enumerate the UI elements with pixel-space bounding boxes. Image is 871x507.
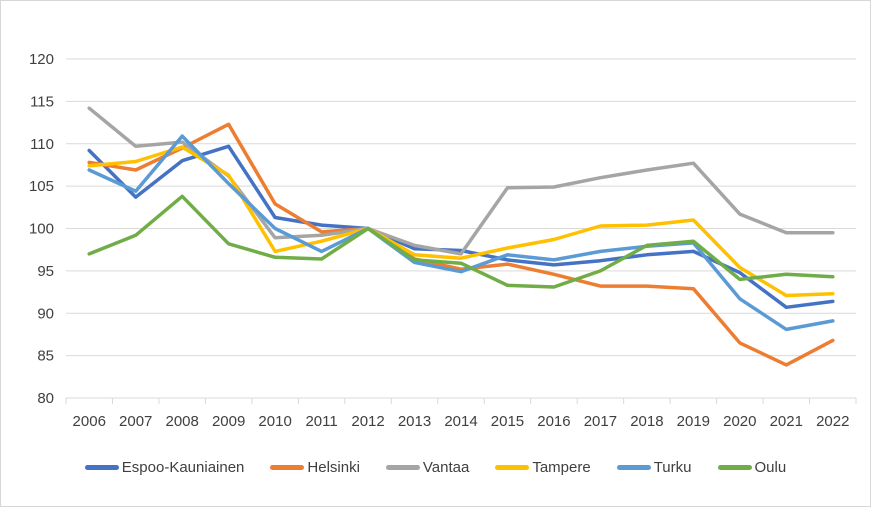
x-axis-label: 2006 [73, 413, 106, 430]
legend-label: Espoo-Kauniainen [121, 459, 245, 476]
series-line-turku [87, 134, 835, 332]
x-axis-label: 2008 [165, 413, 198, 430]
series-line-vantaa [87, 106, 835, 256]
x-axis-label: 2009 [212, 413, 245, 430]
legend-swatch [270, 465, 305, 470]
series-line-oulu [87, 194, 835, 289]
legend-item-helsinki: Helsinki [270, 459, 360, 476]
x-axis-label: 2014 [444, 413, 477, 430]
legend-label: Oulu [754, 459, 787, 476]
y-axis-label: 90 [37, 305, 54, 322]
x-axis-label: 2017 [584, 413, 617, 430]
legend-swatch [616, 465, 651, 470]
legend-swatch [385, 465, 420, 470]
x-axis-label: 2019 [677, 413, 710, 430]
x-axis-label: 2021 [770, 413, 803, 430]
series-line-espoo-kauniainen [87, 144, 835, 310]
y-axis-label: 80 [37, 390, 54, 407]
y-axis-label: 85 [37, 348, 54, 365]
legend-label: Helsinki [307, 459, 360, 476]
legend-item-turku: Turku [616, 459, 692, 476]
x-axis-label: 2012 [351, 413, 384, 430]
chart-legend: Espoo-Kauniainen Helsinki Vantaa Tampere Tur… [1, 459, 870, 476]
x-axis-label: 2007 [119, 413, 152, 430]
y-axis-label: 105 [29, 178, 54, 195]
legend-swatch [84, 465, 119, 470]
x-axis-label: 2015 [491, 413, 524, 430]
x-axis-label: 2011 [305, 413, 337, 430]
x-axis-label: 2016 [537, 413, 570, 430]
legend-label: Vantaa [422, 459, 470, 476]
legend-item-vantaa: Vantaa [385, 459, 470, 476]
y-axis-label: 115 [30, 93, 54, 110]
y-axis-label: 120 [29, 51, 54, 68]
x-axis-label: 2020 [723, 413, 756, 430]
y-axis-label: 110 [30, 136, 54, 153]
legend-item-espoo-kauniainen: Espoo-Kauniainen [84, 459, 245, 476]
legend-swatch [495, 465, 530, 470]
series-line-helsinki [87, 122, 835, 367]
legend-label: Turku [653, 459, 692, 476]
y-axis-label: 100 [29, 221, 54, 238]
x-axis-label: 2010 [258, 413, 291, 430]
legend-item-oulu: Oulu [717, 459, 787, 476]
legend-label: Tampere [532, 459, 591, 476]
y-axis-label: 95 [37, 263, 54, 280]
x-axis-label: 2013 [398, 413, 431, 430]
legend-swatch [717, 465, 752, 470]
legend-item-tampere: Tampere [495, 459, 591, 476]
x-axis-label: 2018 [630, 413, 663, 430]
x-axis-label: 2022 [816, 413, 849, 430]
